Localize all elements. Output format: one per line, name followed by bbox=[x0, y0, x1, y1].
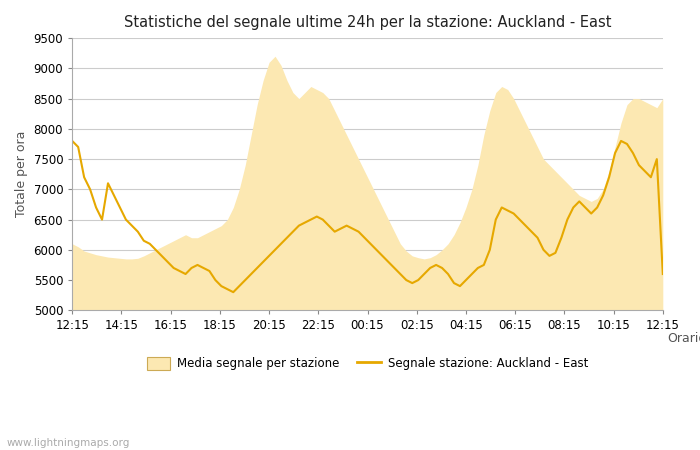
Y-axis label: Totale per ora: Totale per ora bbox=[15, 131, 28, 217]
Title: Statistiche del segnale ultime 24h per la stazione: Auckland - East: Statistiche del segnale ultime 24h per l… bbox=[124, 15, 611, 30]
Legend: Media segnale per stazione, Segnale stazione: Auckland - East: Media segnale per stazione, Segnale staz… bbox=[142, 353, 593, 375]
Text: www.lightningmaps.org: www.lightningmaps.org bbox=[7, 438, 130, 448]
X-axis label: Orario: Orario bbox=[667, 332, 700, 345]
